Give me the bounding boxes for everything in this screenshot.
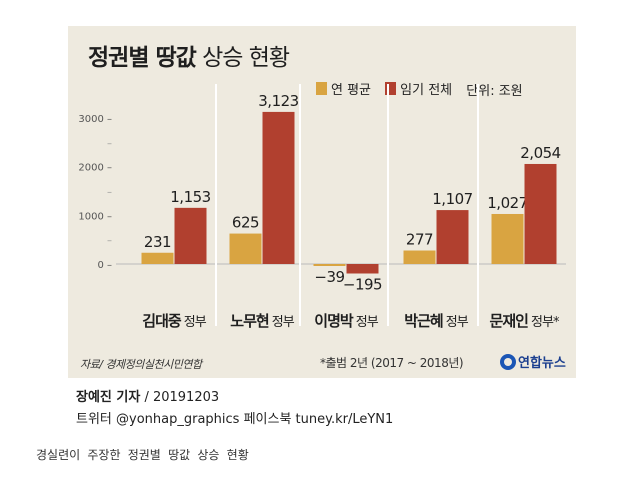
legend-swatch-annual-average — [316, 82, 327, 95]
bar-value-label: 1,027 — [487, 194, 527, 212]
bar-full-term — [436, 210, 469, 264]
y-tick-label: 2000 – — [78, 163, 112, 174]
social-links: 트위터 @yonhap_graphics 페이스북 tuney.kr/LeYN1 — [76, 412, 394, 427]
bar-value-label: 2,054 — [520, 144, 560, 162]
legend-swatch-full-term — [385, 82, 397, 95]
chart-title: 정권별 땅값 상승 현황 — [88, 38, 290, 72]
y-tick-label: 3000 – — [78, 114, 112, 125]
y-tick-label: 1000 – — [78, 211, 112, 222]
bar-annual-average — [491, 213, 524, 264]
bar-full-term — [524, 163, 557, 264]
y-minor-tick: – — [107, 236, 112, 247]
category-label: 노무현 정부 — [230, 312, 294, 330]
bar-value-label: 1,107 — [432, 190, 472, 208]
legend-item-full-term: 임기 전체 — [385, 79, 452, 98]
y-minor-tick: – — [107, 187, 112, 198]
chart-title-bold: 정권별 땅값 — [88, 45, 197, 71]
bar-annual-average — [313, 264, 346, 266]
y-tick-label: 0 – — [97, 260, 112, 271]
chart-legend: 연 평균 임기 전체 단위: 조원 — [316, 79, 533, 99]
bar-value-label: 625 — [232, 214, 259, 232]
legend-unit: 단위: 조원 — [466, 84, 523, 99]
footnote: *출범 2년 (2017 ~ 2018년) — [320, 356, 464, 370]
chart-plot: 3000 – 2000 – 1000 – 0 – – – – 231 1,153 김대중 정부 62… — [78, 84, 566, 330]
bar-value-label: −195 — [343, 275, 382, 293]
bar-value-label: 277 — [406, 231, 433, 249]
chart-title-regular: 상승 현황 — [202, 45, 290, 71]
bar-value-label: 1,153 — [170, 188, 210, 206]
source-note: 자료/ 경제정의실천시민연합 — [80, 358, 202, 371]
legend-label-annual-average: 연 평균 — [331, 83, 372, 98]
legend-label-full-term: 임기 전체 — [400, 83, 453, 98]
yonhap-logo-icon — [500, 353, 516, 370]
bar-full-term — [174, 207, 207, 264]
image-caption: 경실련이 주장한 정권별 땅값 상승 현황 — [36, 448, 249, 462]
legend-item-annual-average: 연 평균 — [316, 79, 371, 98]
infographic-card: 정권별 땅값 상승 현황 연 평균 임기 전체 단위: 조원 3000 – 200… — [68, 26, 576, 378]
byline-date: / 20191203 — [140, 390, 220, 405]
category-label: 문재인 정부* — [490, 312, 560, 330]
byline-reporter: 장예진 기자 — [76, 390, 141, 405]
bar-value-label: 231 — [144, 233, 171, 251]
byline: 장예진 기자 / 20191203 — [76, 386, 219, 405]
bar-annual-average — [403, 250, 436, 264]
y-minor-tick: – — [107, 138, 112, 149]
bar-annual-average — [141, 252, 174, 264]
category-label: 이명박 정부 — [314, 312, 378, 330]
bar-full-term — [262, 111, 295, 264]
category-label: 김대중 정부 — [142, 312, 206, 330]
bar-full-term — [346, 264, 379, 274]
bar-annual-average — [229, 233, 262, 264]
bar-value-label: 3,123 — [258, 92, 298, 110]
yonhap-logo-text: 연합뉴스 — [518, 356, 566, 371]
yonhap-logo: 연합뉴스 — [500, 352, 566, 371]
category-label: 박근혜 정부 — [404, 312, 468, 330]
bar-value-label: −39 — [314, 268, 344, 286]
